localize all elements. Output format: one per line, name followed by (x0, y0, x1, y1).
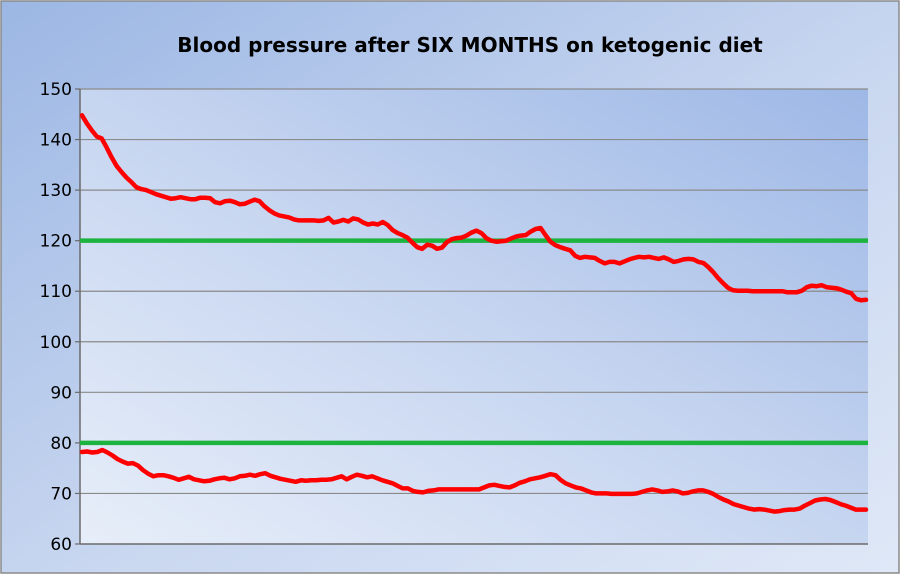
reference-lines (80, 238, 868, 446)
series-line-systolic (79, 113, 869, 303)
series-line-diastolic (79, 447, 869, 514)
y-tick-label: 60 (50, 535, 72, 555)
chart-title: Blood pressure after SIX MONTHS on ketog… (177, 33, 763, 57)
y-tick-label: 70 (50, 484, 72, 504)
data-series (79, 113, 869, 514)
plot-area (80, 89, 868, 544)
y-tick-label: 120 (40, 232, 72, 252)
y-tick-label: 110 (40, 282, 72, 302)
y-tick-label: 80 (50, 434, 72, 454)
y-tick-label: 100 (40, 333, 72, 353)
y-tick-label: 90 (50, 383, 72, 403)
y-axis: 60 70 80 90 100 110 120 130 140 150 (40, 80, 868, 555)
y-tick-label: 130 (40, 181, 72, 201)
y-tick-label: 150 (40, 80, 72, 100)
y-tick-label: 140 (40, 131, 72, 151)
